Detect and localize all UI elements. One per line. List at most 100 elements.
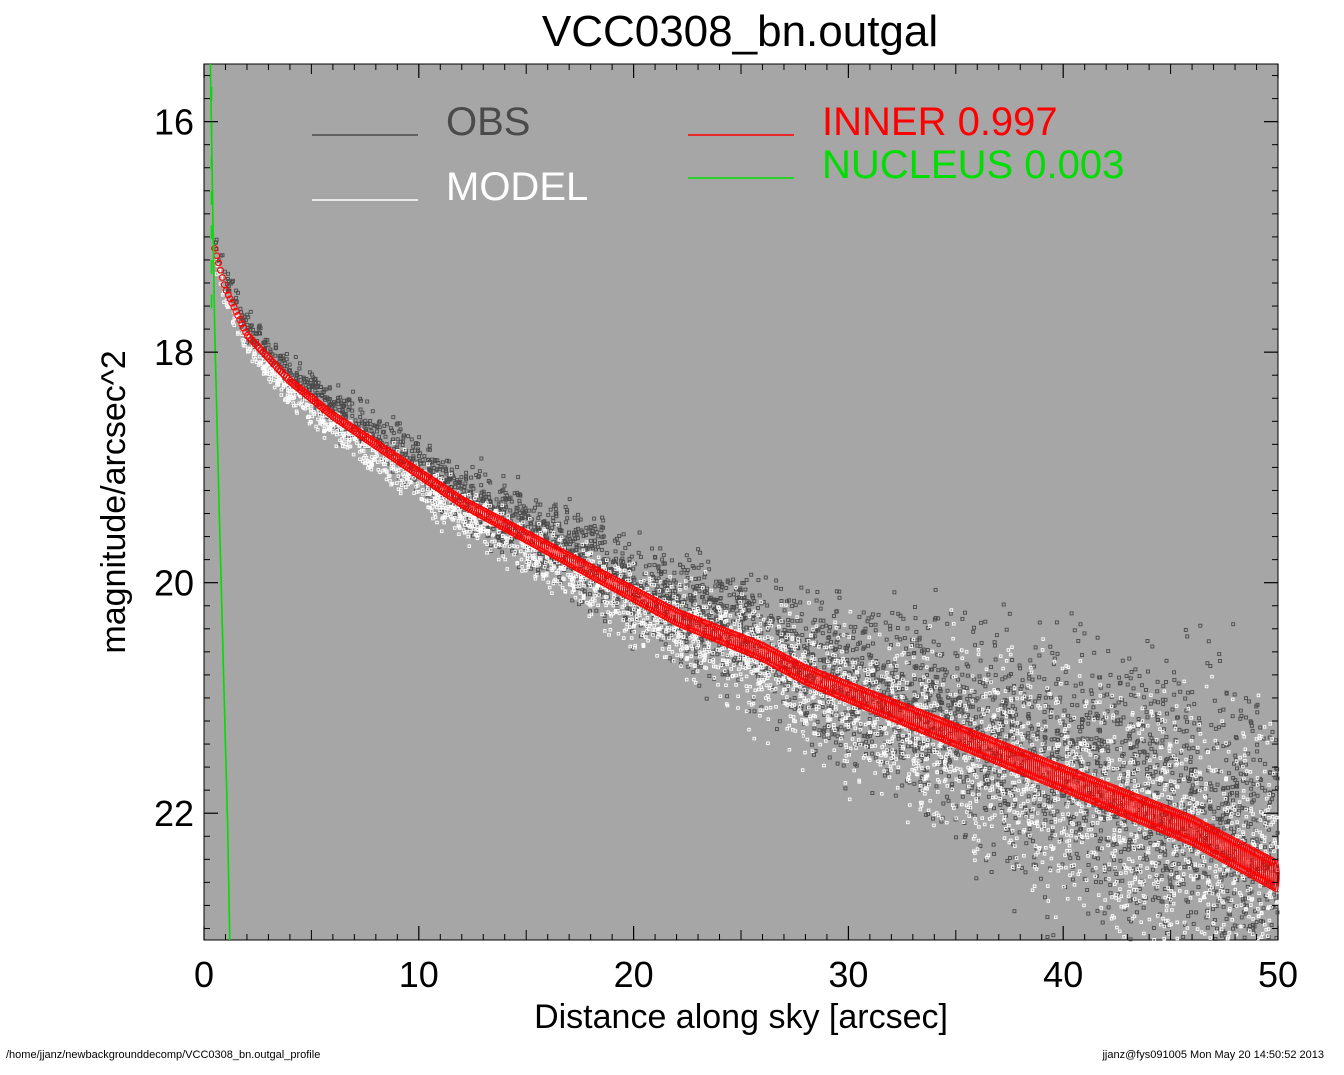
obs-point	[1051, 933, 1056, 938]
obs-point	[1129, 692, 1134, 697]
obs-point	[1216, 806, 1221, 810]
obs-point	[1261, 736, 1266, 741]
obs-point	[1205, 661, 1210, 666]
obs-point	[1001, 779, 1006, 784]
obs-point	[1148, 732, 1152, 737]
obs-point	[1249, 778, 1254, 783]
obs-point	[1009, 830, 1014, 835]
obs-point	[508, 508, 513, 513]
obs-point	[1229, 826, 1234, 831]
obs-point	[422, 454, 427, 459]
obs-point	[360, 421, 365, 426]
obs-point	[922, 619, 927, 624]
obs-point	[358, 414, 363, 419]
obs-point	[1037, 653, 1042, 658]
obs-point	[1084, 713, 1089, 717]
obs-point	[1144, 767, 1149, 772]
obs-point	[1231, 622, 1236, 627]
obs-point	[1215, 782, 1220, 787]
obs-point	[1050, 651, 1055, 655]
obs-point	[1161, 684, 1166, 689]
obs-point	[942, 667, 947, 672]
chart-title: VCC0308_bn.outgal	[542, 7, 938, 56]
obs-point	[1147, 741, 1152, 746]
obs-point	[1186, 775, 1191, 780]
obs-point	[793, 603, 798, 608]
obs-point	[652, 562, 657, 567]
obs-point	[226, 271, 230, 276]
obs-point	[822, 734, 827, 739]
obs-point	[565, 510, 569, 515]
obs-point	[691, 670, 696, 675]
obs-point	[870, 791, 875, 796]
obs-point	[816, 628, 821, 633]
obs-point	[834, 740, 838, 745]
obs-point	[401, 435, 406, 440]
obs-point	[1149, 746, 1154, 751]
obs-point	[1124, 827, 1129, 832]
obs-point	[777, 719, 782, 724]
obs-point	[866, 643, 871, 648]
obs-point	[1098, 675, 1103, 680]
obs-point	[690, 564, 695, 569]
obs-point	[1076, 639, 1081, 643]
obs-point	[1150, 867, 1155, 872]
obs-point	[336, 383, 341, 388]
obs-point	[1148, 765, 1153, 770]
obs-point	[1122, 772, 1127, 777]
obs-point	[590, 532, 595, 537]
obs-point	[994, 716, 999, 721]
obs-point	[1150, 644, 1155, 649]
obs-point	[900, 783, 905, 788]
obs-point	[1145, 639, 1150, 643]
obs-point	[1148, 701, 1153, 706]
obs-point	[1128, 676, 1133, 681]
obs-point	[1221, 707, 1226, 712]
obs-point	[792, 598, 796, 603]
obs-point	[1243, 911, 1248, 916]
obs-point	[798, 600, 803, 605]
obs-point	[826, 635, 831, 640]
obs-point	[946, 798, 951, 803]
obs-point	[786, 617, 791, 622]
obs-point	[896, 611, 901, 616]
obs-point	[1263, 788, 1268, 793]
obs-point	[1246, 751, 1251, 756]
obs-point	[882, 690, 886, 695]
obs-point	[1190, 783, 1195, 788]
obs-point	[1122, 847, 1127, 852]
obs-point	[599, 547, 604, 552]
obs-point	[978, 844, 983, 849]
obs-point	[804, 689, 809, 694]
obs-point	[854, 646, 859, 651]
obs-point	[1168, 899, 1173, 904]
obs-point	[708, 603, 712, 608]
obs-point	[1049, 819, 1054, 824]
obs-point	[989, 870, 994, 874]
obs-point	[757, 593, 762, 598]
obs-point	[1020, 678, 1025, 683]
obs-point	[679, 570, 684, 575]
obs-point	[1190, 890, 1195, 895]
obs-point	[1232, 904, 1237, 908]
obs-point	[347, 398, 352, 403]
obs-point	[1199, 785, 1204, 790]
obs-point	[1117, 675, 1121, 680]
obs-point	[918, 780, 923, 784]
obs-point	[851, 648, 855, 653]
obs-point	[1157, 782, 1162, 787]
obs-point	[1055, 715, 1060, 720]
obs-point	[1251, 926, 1255, 931]
obs-point	[946, 695, 951, 700]
obs-point	[1250, 879, 1255, 884]
obs-point	[923, 752, 928, 757]
obs-point	[1186, 746, 1191, 751]
obs-point	[1228, 792, 1232, 797]
obs-point	[1035, 785, 1040, 790]
obs-point	[643, 564, 648, 569]
obs-point	[1010, 704, 1015, 709]
obs-point	[977, 674, 982, 679]
obs-point	[668, 581, 673, 586]
obs-point	[1243, 896, 1248, 901]
obs-point	[1232, 761, 1236, 766]
